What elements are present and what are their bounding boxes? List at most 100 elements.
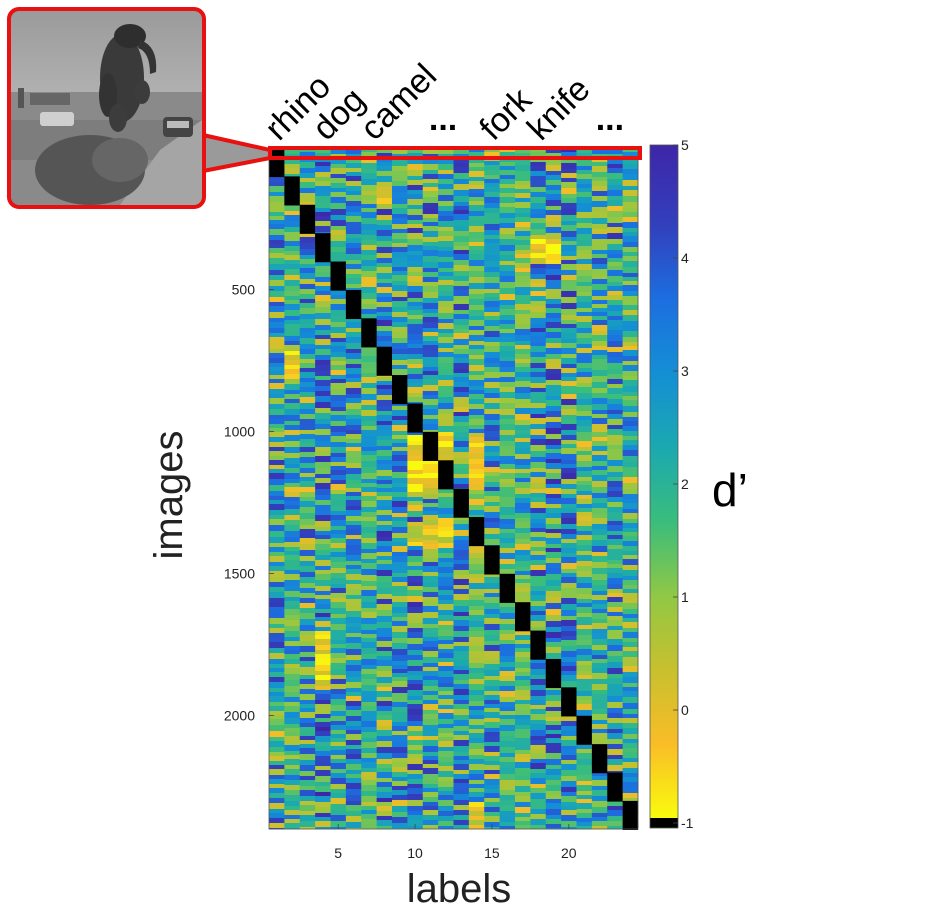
heatmap-cell [576,405,593,412]
heatmap-cell [499,634,516,641]
heatmap-cell [284,819,301,824]
heatmap-cell [591,514,608,519]
heatmap-cell [591,655,608,660]
heatmap-cell [484,326,501,332]
heatmap-cell [299,328,316,333]
heatmap-cell [345,801,362,806]
heatmap-cell [515,161,531,166]
heatmap-cell [269,306,285,313]
heatmap-cell [468,719,485,726]
heatmap-cell [622,180,639,187]
heatmap-cell [376,430,393,437]
heatmap-cell [561,203,577,210]
heatmap-cell [576,357,593,364]
heatmap-cell [299,529,316,535]
heatmap-cell [515,704,531,711]
heatmap-cell [284,702,301,707]
heatmap-cell [468,220,485,227]
heatmap-cell [315,675,331,681]
heatmap-cell [345,415,362,420]
heatmap-cell [607,410,624,415]
heatmap-cell [438,497,454,504]
heatmap-cell [545,285,562,290]
heatmap-cell [545,364,562,370]
heatmap-cell [299,525,316,530]
heatmap-cell [453,464,470,469]
heatmap-cell [438,164,454,171]
heatmap-cell [499,170,516,176]
heatmap-cell [376,484,393,489]
heatmap-cell [499,715,516,720]
heatmap-cell [269,537,285,544]
heatmap-cell [299,425,316,431]
heatmap-cell [361,553,378,560]
heatmap-cell [269,547,285,553]
heatmap-cell [438,276,454,281]
heatmap-cell [453,290,470,297]
heatmap-cell [438,493,454,498]
heatmap-cell [453,695,470,701]
heatmap-cell [361,648,378,655]
heatmap-cell [515,509,531,514]
heatmap-cell [345,368,362,375]
heatmap-cell [330,453,347,458]
heatmap-cell [515,222,531,228]
x-tick-label: 10 [407,845,423,861]
heatmap-cell [330,608,347,615]
heatmap-cell [361,200,378,205]
heatmap-cell [499,179,516,185]
heatmap-cell [361,314,378,321]
heatmap-cell [315,355,331,361]
heatmap-cell [591,574,608,581]
heatmap-cell [607,291,624,296]
heatmap-cell [499,377,516,383]
heatmap-cell [468,371,485,376]
heatmap-cell [499,795,516,801]
heatmap-cell [484,597,501,604]
heatmap-cell [376,176,393,183]
heatmap-cell [269,312,285,319]
heatmap-cell [299,625,316,632]
heatmap-cell [299,718,316,724]
heatmap-cell [284,551,301,556]
heatmap-cell [315,360,331,366]
heatmap-cell [376,297,393,303]
heatmap-cell [361,255,378,261]
heatmap-cell [607,713,624,719]
heatmap-cell [561,792,577,797]
heatmap-cell [484,491,501,497]
heatmap-cell [269,428,285,433]
heatmap-cell [361,776,378,781]
diagonal-block [622,800,639,830]
heatmap-cell [376,225,393,231]
heatmap-cell [530,229,547,236]
heatmap-cell [376,616,393,623]
heatmap-cell [468,558,485,565]
heatmap-cell [607,472,624,478]
heatmap-cell [607,217,624,224]
heatmap-cell [284,591,301,598]
heatmap-cell [453,210,470,215]
heatmap-cell [545,473,562,480]
heatmap-cell [299,544,316,551]
heatmap-cell [545,428,562,435]
heatmap-cell [591,552,608,557]
heatmap-cell [622,687,639,692]
heatmap-cell [330,197,347,204]
heatmap-cell [515,700,531,705]
heatmap-cell [330,705,347,712]
heatmap-cell [468,226,485,233]
heatmap-cell [315,686,331,691]
heatmap-cell [484,583,501,590]
heatmap-cell [361,163,378,170]
heatmap-cell [438,503,454,509]
heatmap-cell [361,185,378,192]
heatmap-cell [484,148,501,153]
heatmap-cell [315,208,331,213]
heatmap-cell [299,284,316,290]
heatmap-cell [576,192,593,198]
heatmap-cell [345,496,362,501]
heatmap-cell [622,386,639,393]
heatmap-cell [438,397,454,404]
heatmap-cell [392,673,408,678]
